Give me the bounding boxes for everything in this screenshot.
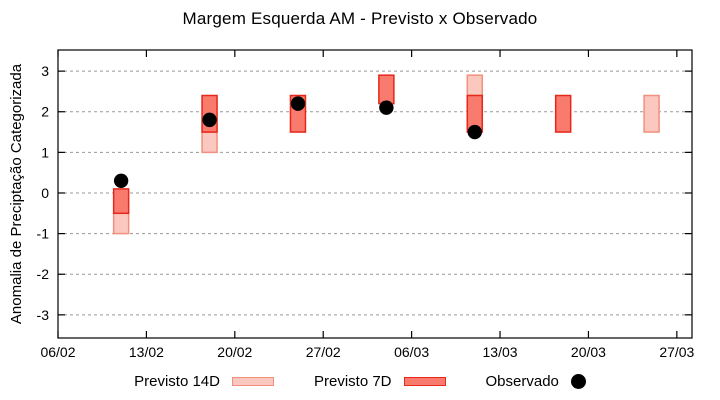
legend-item-previsto-14d: Previsto 14D	[134, 373, 274, 390]
x-tick-label: 20/03	[571, 344, 606, 360]
legend-marker-observado	[570, 374, 586, 389]
legend-label-previsto-14d: Previsto 14D	[134, 373, 220, 390]
x-tick-label: 27/02	[306, 344, 341, 360]
legend-item-previsto-7d: Previsto 7D	[314, 373, 446, 390]
y-tick-label: 0	[41, 185, 49, 201]
forecast-box	[378, 74, 395, 105]
legend-label-previsto-7d: Previsto 7D	[313, 373, 392, 390]
forecast-box	[554, 94, 572, 133]
y-tick-label: -3	[37, 307, 50, 323]
x-tick-label: 06/02	[40, 344, 75, 360]
chart-title: Margem Esquerda AM - Previsto x Observad…	[182, 9, 538, 28]
forecast-box	[643, 94, 660, 133]
y-tick-label: 1	[41, 144, 49, 160]
observed-dot	[113, 173, 129, 188]
legend-item-observado: Observado	[486, 373, 586, 390]
legend-label-observado: Observado	[485, 373, 559, 390]
legend-swatch-previsto-7d	[403, 377, 446, 386]
observed-dot	[467, 124, 482, 140]
forecast-box	[201, 131, 218, 154]
observed-dot	[290, 96, 306, 111]
y-tick-label: 3	[41, 63, 49, 79]
legend-swatch-previsto-14d	[231, 377, 274, 386]
legend: Previsto 14D Previsto 7D Observado	[0, 373, 720, 390]
x-tick-label: 20/02	[217, 344, 252, 360]
forecast-box	[466, 74, 484, 97]
x-tick-label: 13/03	[483, 344, 518, 360]
x-tick-label: 06/03	[394, 344, 429, 360]
forecast-box	[112, 212, 130, 235]
x-tick-label: 13/02	[129, 344, 164, 360]
observed-dot	[379, 100, 394, 115]
plot-frame	[57, 49, 693, 339]
y-tick-label: -2	[37, 266, 50, 282]
y-tick-label: -1	[37, 226, 50, 242]
forecast-box	[112, 188, 130, 215]
x-tick-label: 27/03	[659, 344, 694, 360]
y-tick-label: 2	[41, 104, 49, 120]
observed-dot	[202, 112, 217, 128]
